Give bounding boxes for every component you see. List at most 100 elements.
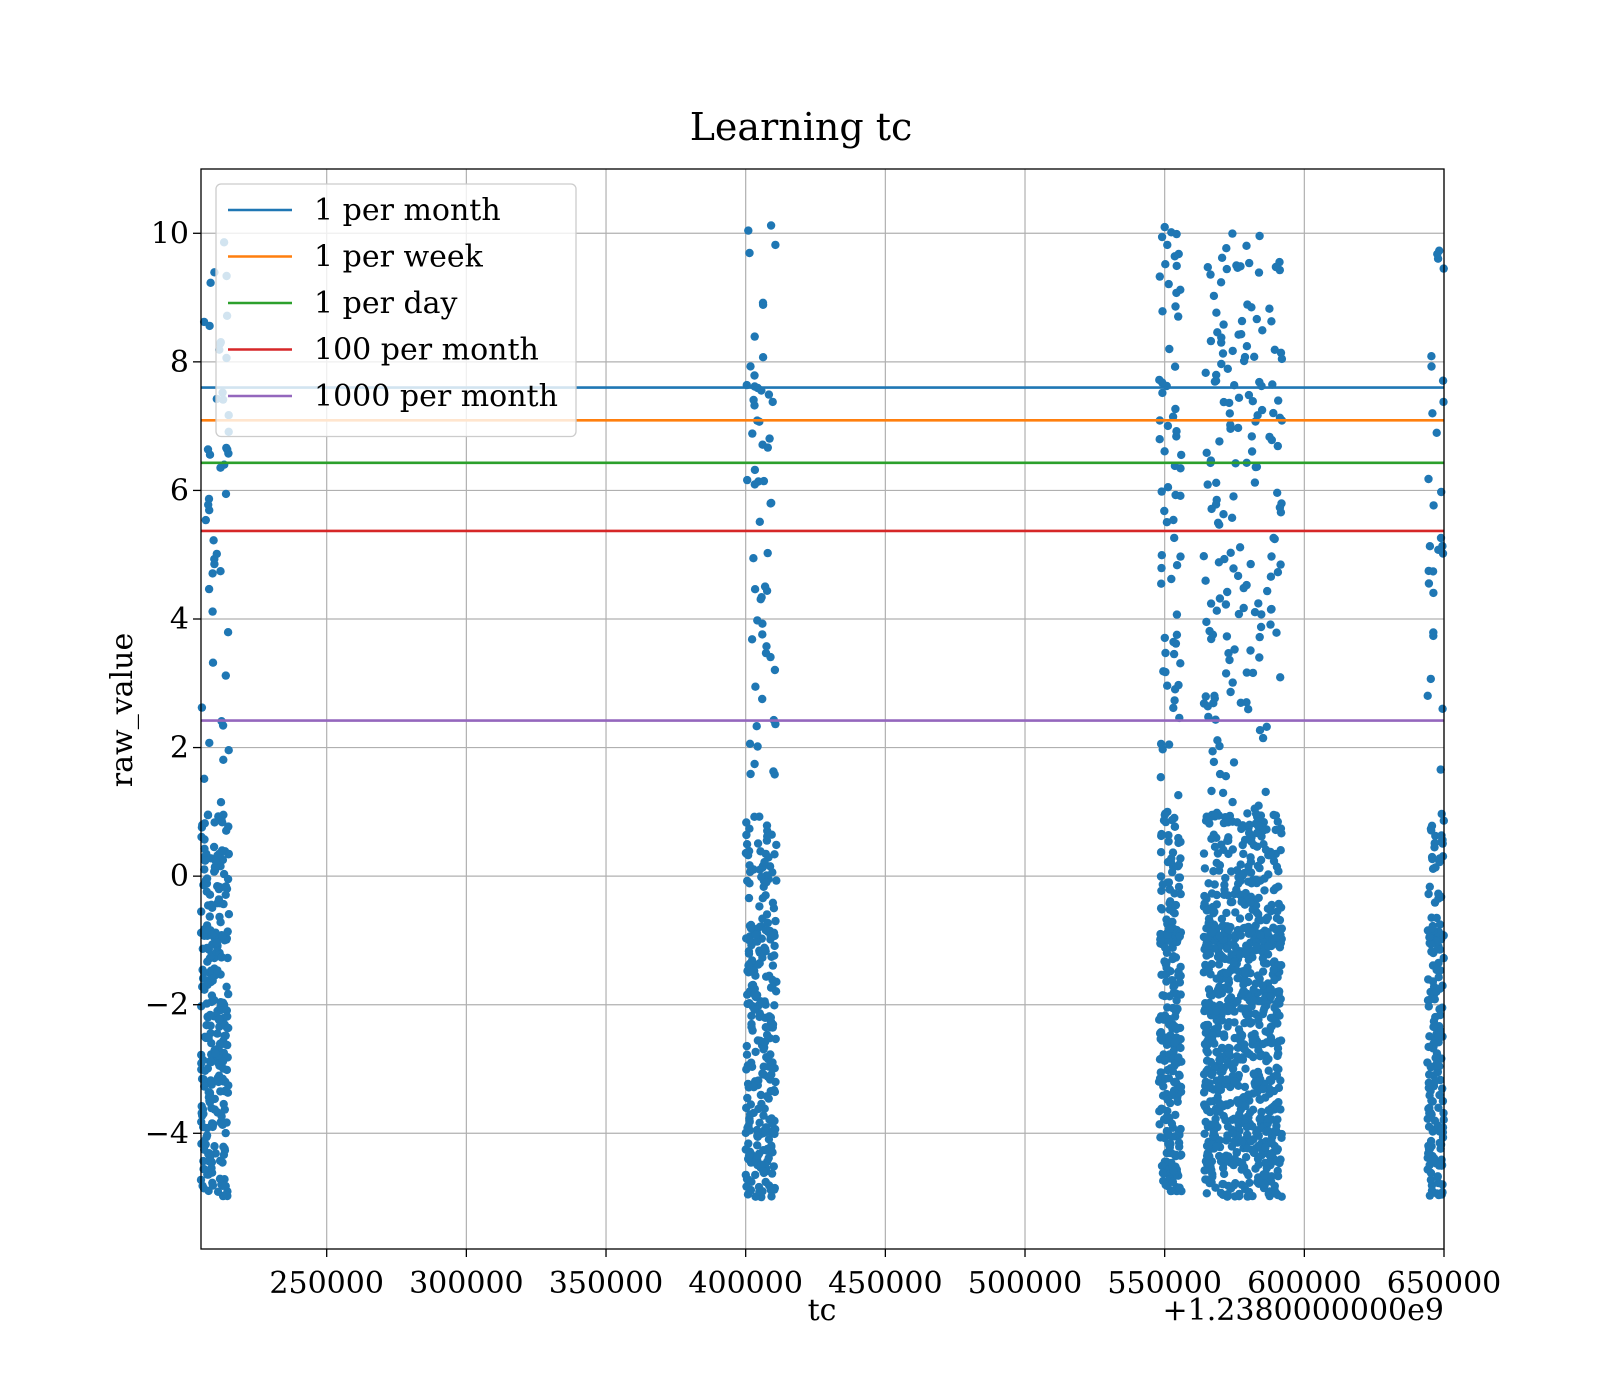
scatter-point xyxy=(199,1136,209,1146)
scatter-point xyxy=(1428,567,1438,576)
scatter-point xyxy=(1265,432,1274,442)
scatter-point xyxy=(1434,889,1443,898)
scatter-point xyxy=(745,1110,755,1119)
scatter-point xyxy=(200,856,210,865)
scatter-point xyxy=(1265,304,1274,313)
scatter-point xyxy=(769,767,778,776)
scatter-point xyxy=(1155,272,1165,281)
scatter-point xyxy=(1228,229,1237,238)
y-tick-label: 2 xyxy=(170,731,189,766)
scatter-point xyxy=(197,703,207,712)
scatter-point xyxy=(1222,244,1231,253)
scatter-point xyxy=(767,1169,777,1178)
scatter-point xyxy=(1234,1099,1243,1108)
scatter-point xyxy=(1430,1077,1440,1086)
scatter-point xyxy=(224,1081,233,1090)
scatter-point xyxy=(1258,954,1268,963)
scatter-point xyxy=(204,1033,213,1043)
scatter-point xyxy=(742,830,751,840)
scatter-point xyxy=(767,1114,776,1123)
scatter-point xyxy=(1158,1168,1168,1178)
scatter-point xyxy=(1429,628,1438,637)
scatter-point xyxy=(751,1170,760,1180)
scatter-point xyxy=(1160,810,1170,820)
scatter-point xyxy=(1239,849,1248,859)
scatter-point xyxy=(1201,1020,1211,1030)
scatter-point xyxy=(1172,610,1182,619)
scatter-point xyxy=(1157,579,1166,588)
scatter-point xyxy=(1428,1097,1437,1106)
scatter-point xyxy=(1221,600,1231,609)
scatter-point xyxy=(745,824,754,833)
scatter-point xyxy=(762,1092,772,1101)
scatter-point xyxy=(1213,985,1223,994)
scatter-point xyxy=(1219,1111,1228,1121)
scatter-point xyxy=(1233,996,1242,1006)
scatter-point xyxy=(1257,1107,1266,1117)
scatter-point xyxy=(1160,633,1170,643)
scatter-point xyxy=(221,882,231,891)
scatter-point xyxy=(200,844,209,853)
scatter-point xyxy=(1157,551,1167,560)
scatter-point xyxy=(1429,1156,1439,1165)
scatter-point xyxy=(759,1062,768,1071)
scatter-point xyxy=(1224,925,1233,935)
scatter-point xyxy=(1255,1114,1264,1124)
scatter-point xyxy=(1206,336,1216,346)
scatter-point xyxy=(1201,1117,1210,1127)
x-tick-label: 650000 xyxy=(1387,1266,1502,1301)
scatter-point xyxy=(1208,1036,1217,1045)
scatter-point xyxy=(1156,773,1166,782)
scatter-point xyxy=(222,826,231,835)
scatter-point xyxy=(1263,586,1272,596)
y-tick-label: 0 xyxy=(170,859,189,894)
scatter-point xyxy=(1171,900,1181,910)
scatter-point xyxy=(1244,828,1254,838)
scatter-point xyxy=(1171,1022,1180,1032)
scatter-point xyxy=(1262,1057,1271,1066)
scatter-point xyxy=(1157,487,1166,496)
x-tick-label: 350000 xyxy=(549,1266,664,1301)
scatter-point xyxy=(755,902,764,911)
x-axis-label: tc xyxy=(808,1293,837,1328)
scatter-point xyxy=(1206,599,1216,608)
scatter-point xyxy=(769,1162,778,1171)
scatter-point xyxy=(1219,510,1228,519)
scatter-point xyxy=(1176,1124,1185,1134)
chart-title: Learning tc xyxy=(690,105,913,149)
scatter-point xyxy=(1159,1082,1168,1091)
scatter-point xyxy=(762,1030,772,1040)
scatter-point xyxy=(1224,818,1233,827)
scatter-point xyxy=(745,248,754,258)
scatter-point xyxy=(746,362,755,371)
scatter-point xyxy=(1272,628,1281,637)
scatter-point xyxy=(750,465,760,475)
scatter-point xyxy=(1237,824,1246,834)
scatter-point xyxy=(745,861,754,870)
scatter-point xyxy=(1273,488,1282,497)
scatter-point xyxy=(753,839,763,848)
scatter-point xyxy=(1275,987,1284,996)
scatter-point xyxy=(199,317,209,327)
scatter-point xyxy=(1211,500,1221,509)
scatter-point xyxy=(1233,974,1242,983)
scatter-point xyxy=(1436,765,1445,774)
scatter-point xyxy=(1271,933,1281,942)
scatter-point xyxy=(1200,1166,1209,1175)
scatter-point xyxy=(200,1082,209,1091)
x-tick-label: 250000 xyxy=(269,1266,384,1301)
scatter-point xyxy=(1175,1183,1184,1192)
scatter-point xyxy=(219,1142,228,1152)
scatter-point xyxy=(749,1083,758,1092)
scatter-point xyxy=(768,397,777,407)
scatter-point xyxy=(1174,791,1183,800)
scatter-point xyxy=(204,1186,213,1196)
scatter-point xyxy=(1225,409,1235,418)
scatter-point xyxy=(1157,905,1167,914)
scatter-point xyxy=(1226,420,1235,430)
scatter-point xyxy=(750,585,760,594)
scatter-point xyxy=(1170,533,1179,543)
scatter-point xyxy=(1224,1048,1234,1058)
scatter-point xyxy=(222,1118,231,1127)
scatter-point xyxy=(1213,736,1222,745)
